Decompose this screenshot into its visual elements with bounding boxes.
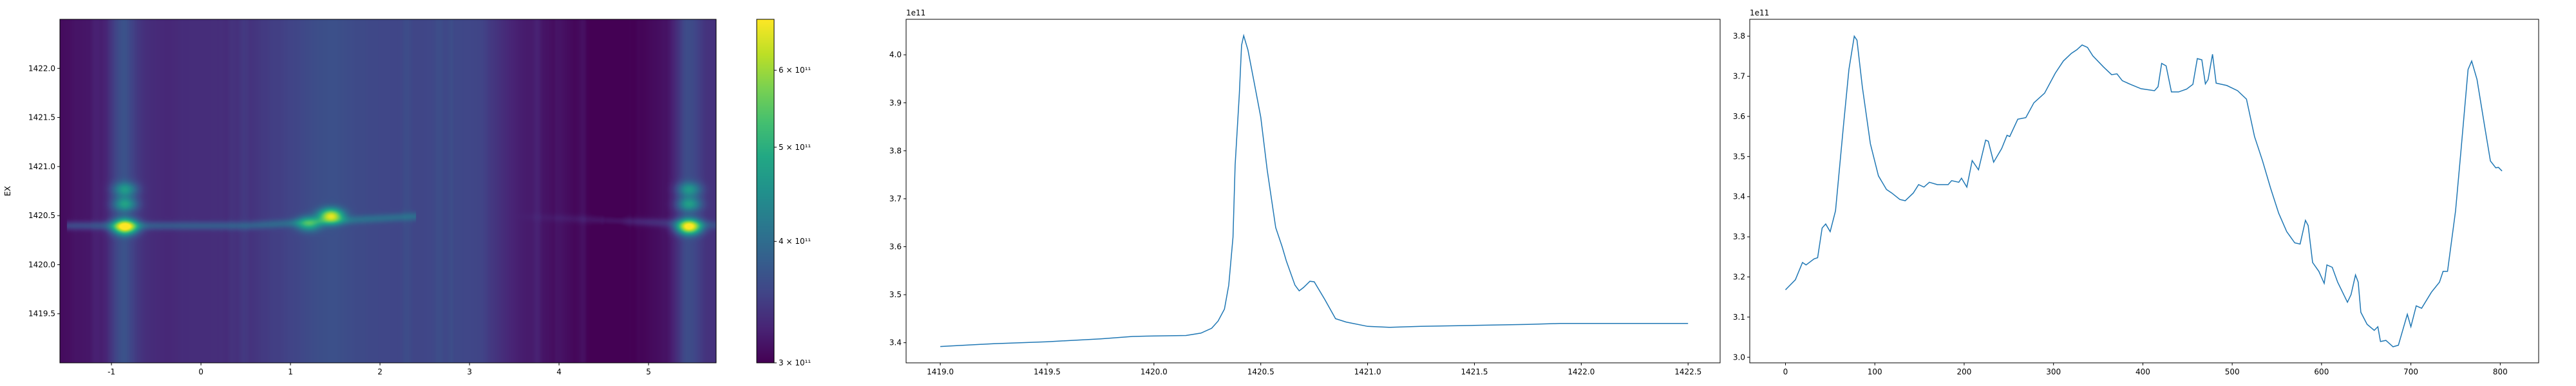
heatmap-ylabel: EX xyxy=(3,186,12,196)
panel2-ytick-label: 4.0 xyxy=(889,50,902,59)
panel3-xtick-label: 300 xyxy=(2046,367,2061,376)
heatmap-ytick-label: 1420.5 xyxy=(28,211,55,220)
heatmap-xtick-label: 5 xyxy=(646,367,651,376)
panel3-frame xyxy=(1749,19,2539,363)
panel2-xtick-label: 1421.5 xyxy=(1461,367,1488,376)
panel3-ytick-label: 3.5 xyxy=(1733,152,1745,161)
panel3-ytick-label: 3.0 xyxy=(1733,353,1745,362)
panel3-xtick-label: 100 xyxy=(1868,367,1882,376)
heatmap-xtick-label: 2 xyxy=(377,367,383,376)
heatmap-ytick-label: 1422.0 xyxy=(28,64,55,73)
panel2-series-line xyxy=(940,33,1689,347)
panel2-ytick-label: 3.5 xyxy=(889,290,902,299)
panel3-xtick-label: 0 xyxy=(1783,367,1788,376)
panel3-xtick-label: 800 xyxy=(2493,367,2508,376)
panel3-ytick-label: 3.8 xyxy=(1733,32,1745,41)
heatmap-xtick-label: 1 xyxy=(288,367,293,376)
colorbar-tick-label: 5 × 10¹¹ xyxy=(779,143,811,152)
heatmap-ytick-label: 1419.5 xyxy=(28,309,55,318)
colorbar-tick-label: 6 × 10¹¹ xyxy=(779,66,811,75)
heatmap-xtick-label: 0 xyxy=(198,367,204,376)
panel3-xtick-label: 600 xyxy=(2314,367,2329,376)
panel3-ytick-label: 3.1 xyxy=(1733,313,1745,322)
heatmap-xtick-label: -1 xyxy=(108,367,115,376)
panel2-ytick-label: 3.9 xyxy=(889,98,902,107)
panel3-ytick-label: 3.3 xyxy=(1733,232,1745,241)
colorbar-frame xyxy=(756,19,775,363)
panel3-xtick-label: 700 xyxy=(2403,367,2418,376)
panel2-xtick-label: 1419.5 xyxy=(1034,367,1061,376)
panel2-ytick-label: 3.4 xyxy=(889,338,902,347)
heatmap-xtick-label: 3 xyxy=(467,367,472,376)
colorbar-tick-label: 3 × 10¹¹ xyxy=(779,358,811,367)
panel2-xtick-label: 1422.0 xyxy=(1567,367,1595,376)
panel3-series-line xyxy=(1785,35,2503,347)
panel2-xtick-label: 1419.0 xyxy=(927,367,954,376)
panel3-ytick-label: 3.4 xyxy=(1733,192,1745,201)
panel3-ytick-label: 3.6 xyxy=(1733,112,1745,121)
panel3-ytick-label: 3.7 xyxy=(1733,72,1745,81)
heatmap-ytick-label: 1421.0 xyxy=(28,162,55,171)
heatmap-xtick-label: 4 xyxy=(556,367,562,376)
panel2-ytick-label: 3.7 xyxy=(889,194,902,203)
panel3-offset-text: 1e11 xyxy=(1750,8,1769,17)
panel3-ytick-label: 3.2 xyxy=(1733,273,1745,282)
panel2-offset-text: 1e11 xyxy=(906,8,925,17)
panel3-xtick-label: 200 xyxy=(1957,367,1972,376)
panel2-xtick-label: 1420.5 xyxy=(1247,367,1274,376)
heatmap-ytick-label: 1421.5 xyxy=(28,113,55,122)
heatmap-frame xyxy=(59,19,717,363)
colorbar-tick-label: 4 × 10¹¹ xyxy=(779,237,811,246)
panel2-ytick-label: 3.8 xyxy=(889,146,902,155)
colorbar xyxy=(757,19,774,363)
panel2-xtick-label: 1420.0 xyxy=(1141,367,1168,376)
panel2-frame xyxy=(905,19,1721,363)
panel2-ytick-label: 3.6 xyxy=(889,243,902,252)
panel2-xtick-label: 1421.0 xyxy=(1354,367,1381,376)
heatmap-ytick-label: 1420.0 xyxy=(28,260,55,269)
panel3-xtick-label: 400 xyxy=(2136,367,2150,376)
panel3-xtick-label: 500 xyxy=(2225,367,2240,376)
heatmap-image xyxy=(60,19,716,363)
panel2-xtick-label: 1422.5 xyxy=(1674,367,1701,376)
